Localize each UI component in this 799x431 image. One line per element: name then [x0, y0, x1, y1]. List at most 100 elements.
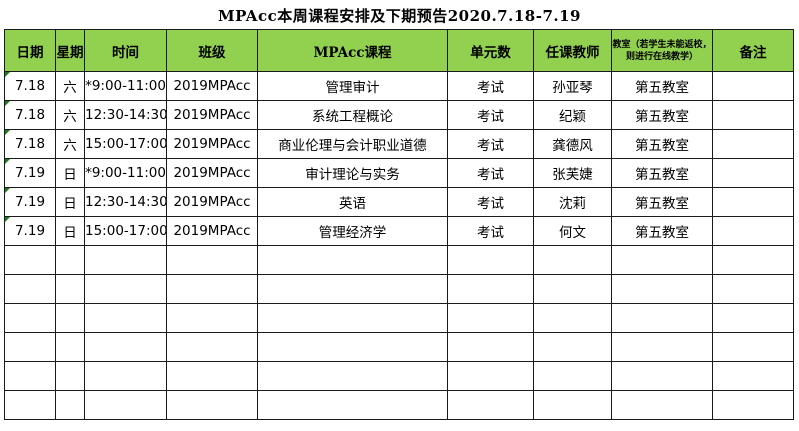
cell-class[interactable] — [166, 245, 258, 275]
cell-weekday[interactable]: 日 — [55, 187, 85, 217]
cell-teacher[interactable]: 龚德风 — [533, 129, 612, 159]
cell-teacher[interactable] — [533, 274, 612, 304]
cell-time[interactable] — [84, 390, 167, 420]
cell-class[interactable]: 2019MPAcc — [166, 100, 258, 130]
cell-units[interactable] — [447, 245, 534, 275]
cell-weekday[interactable]: 六 — [55, 100, 85, 130]
cell-remarks[interactable] — [712, 332, 794, 362]
cell-remarks[interactable] — [712, 187, 794, 217]
cell-remarks[interactable] — [712, 158, 794, 188]
cell-weekday[interactable]: 六 — [55, 71, 85, 101]
cell-class[interactable]: 2019MPAcc — [166, 187, 258, 217]
cell-teacher[interactable]: 何文 — [533, 216, 612, 246]
cell-date[interactable]: 7.18 — [4, 129, 56, 159]
cell-classroom[interactable] — [611, 303, 713, 333]
column-header-course[interactable]: MPAcc课程 — [257, 29, 448, 72]
cell-class[interactable]: 2019MPAcc — [166, 129, 258, 159]
cell-classroom[interactable]: 第五教室 — [611, 129, 713, 159]
cell-course[interactable]: 系统工程概论 — [257, 100, 448, 130]
cell-time[interactable]: *9:00-11:00 — [84, 71, 167, 101]
cell-remarks[interactable] — [712, 274, 794, 304]
cell-units[interactable] — [447, 274, 534, 304]
cell-date[interactable] — [4, 332, 56, 362]
column-header-date[interactable]: 日期 — [4, 29, 56, 72]
cell-units[interactable]: 考试 — [447, 71, 534, 101]
column-header-class[interactable]: 班级 — [166, 29, 258, 72]
cell-date[interactable]: 7.19 — [4, 187, 56, 217]
cell-weekday[interactable]: 日 — [55, 158, 85, 188]
column-header-teacher[interactable]: 任课教师 — [533, 29, 612, 72]
cell-classroom[interactable]: 第五教室 — [611, 71, 713, 101]
cell-classroom[interactable] — [611, 245, 713, 275]
column-header-units[interactable]: 单元数 — [447, 29, 534, 72]
cell-teacher[interactable]: 孙亚琴 — [533, 71, 612, 101]
cell-date[interactable]: 7.18 — [4, 100, 56, 130]
cell-course[interactable] — [257, 332, 448, 362]
cell-time[interactable] — [84, 303, 167, 333]
cell-weekday[interactable] — [55, 303, 85, 333]
cell-time[interactable]: 12:30-14:30 — [84, 100, 167, 130]
cell-teacher[interactable] — [533, 303, 612, 333]
cell-weekday[interactable] — [55, 245, 85, 275]
cell-class[interactable]: 2019MPAcc — [166, 216, 258, 246]
cell-time[interactable]: *9:00-11:00 — [84, 158, 167, 188]
cell-classroom[interactable]: 第五教室 — [611, 158, 713, 188]
cell-weekday[interactable]: 六 — [55, 129, 85, 159]
cell-classroom[interactable]: 第五教室 — [611, 100, 713, 130]
cell-class[interactable]: 2019MPAcc — [166, 158, 258, 188]
cell-date[interactable] — [4, 303, 56, 333]
cell-class[interactable] — [166, 303, 258, 333]
cell-time[interactable]: 15:00-17:00 — [84, 216, 167, 246]
cell-units[interactable] — [447, 332, 534, 362]
cell-weekday[interactable] — [55, 332, 85, 362]
cell-date[interactable] — [4, 274, 56, 304]
cell-time[interactable]: 12:30-14:30 — [84, 187, 167, 217]
cell-date[interactable] — [4, 361, 56, 391]
cell-course[interactable]: 管理审计 — [257, 71, 448, 101]
column-header-classroom[interactable]: 教室（若学生未能返校，则进行在线教学） — [611, 29, 713, 72]
cell-units[interactable]: 考试 — [447, 158, 534, 188]
cell-classroom[interactable] — [611, 390, 713, 420]
cell-course[interactable]: 商业伦理与会计职业道德 — [257, 129, 448, 159]
cell-units[interactable] — [447, 390, 534, 420]
cell-course[interactable] — [257, 303, 448, 333]
cell-class[interactable] — [166, 390, 258, 420]
cell-remarks[interactable] — [712, 216, 794, 246]
cell-teacher[interactable]: 沈莉 — [533, 187, 612, 217]
cell-remarks[interactable] — [712, 245, 794, 275]
cell-remarks[interactable] — [712, 71, 794, 101]
cell-weekday[interactable] — [55, 390, 85, 420]
cell-course[interactable]: 管理经济学 — [257, 216, 448, 246]
cell-date[interactable]: 7.19 — [4, 158, 56, 188]
cell-units[interactable] — [447, 361, 534, 391]
cell-class[interactable] — [166, 274, 258, 304]
cell-teacher[interactable] — [533, 332, 612, 362]
cell-time[interactable] — [84, 332, 167, 362]
cell-course[interactable]: 审计理论与实务 — [257, 158, 448, 188]
cell-units[interactable]: 考试 — [447, 187, 534, 217]
cell-teacher[interactable]: 纪颖 — [533, 100, 612, 130]
cell-teacher[interactable] — [533, 390, 612, 420]
cell-date[interactable]: 7.18 — [4, 71, 56, 101]
cell-date[interactable] — [4, 390, 56, 420]
cell-time[interactable] — [84, 274, 167, 304]
cell-remarks[interactable] — [712, 100, 794, 130]
cell-time[interactable]: 15:00-17:00 — [84, 129, 167, 159]
cell-date[interactable]: 7.19 — [4, 216, 56, 246]
cell-date[interactable] — [4, 245, 56, 275]
cell-teacher[interactable] — [533, 245, 612, 275]
cell-class[interactable]: 2019MPAcc — [166, 71, 258, 101]
cell-time[interactable] — [84, 361, 167, 391]
cell-course[interactable] — [257, 274, 448, 304]
cell-units[interactable]: 考试 — [447, 129, 534, 159]
cell-teacher[interactable] — [533, 361, 612, 391]
cell-class[interactable] — [166, 361, 258, 391]
cell-course[interactable]: 英语 — [257, 187, 448, 217]
cell-units[interactable] — [447, 303, 534, 333]
cell-classroom[interactable] — [611, 274, 713, 304]
cell-classroom[interactable]: 第五教室 — [611, 216, 713, 246]
cell-time[interactable] — [84, 245, 167, 275]
cell-course[interactable] — [257, 390, 448, 420]
cell-remarks[interactable] — [712, 303, 794, 333]
cell-remarks[interactable] — [712, 390, 794, 420]
